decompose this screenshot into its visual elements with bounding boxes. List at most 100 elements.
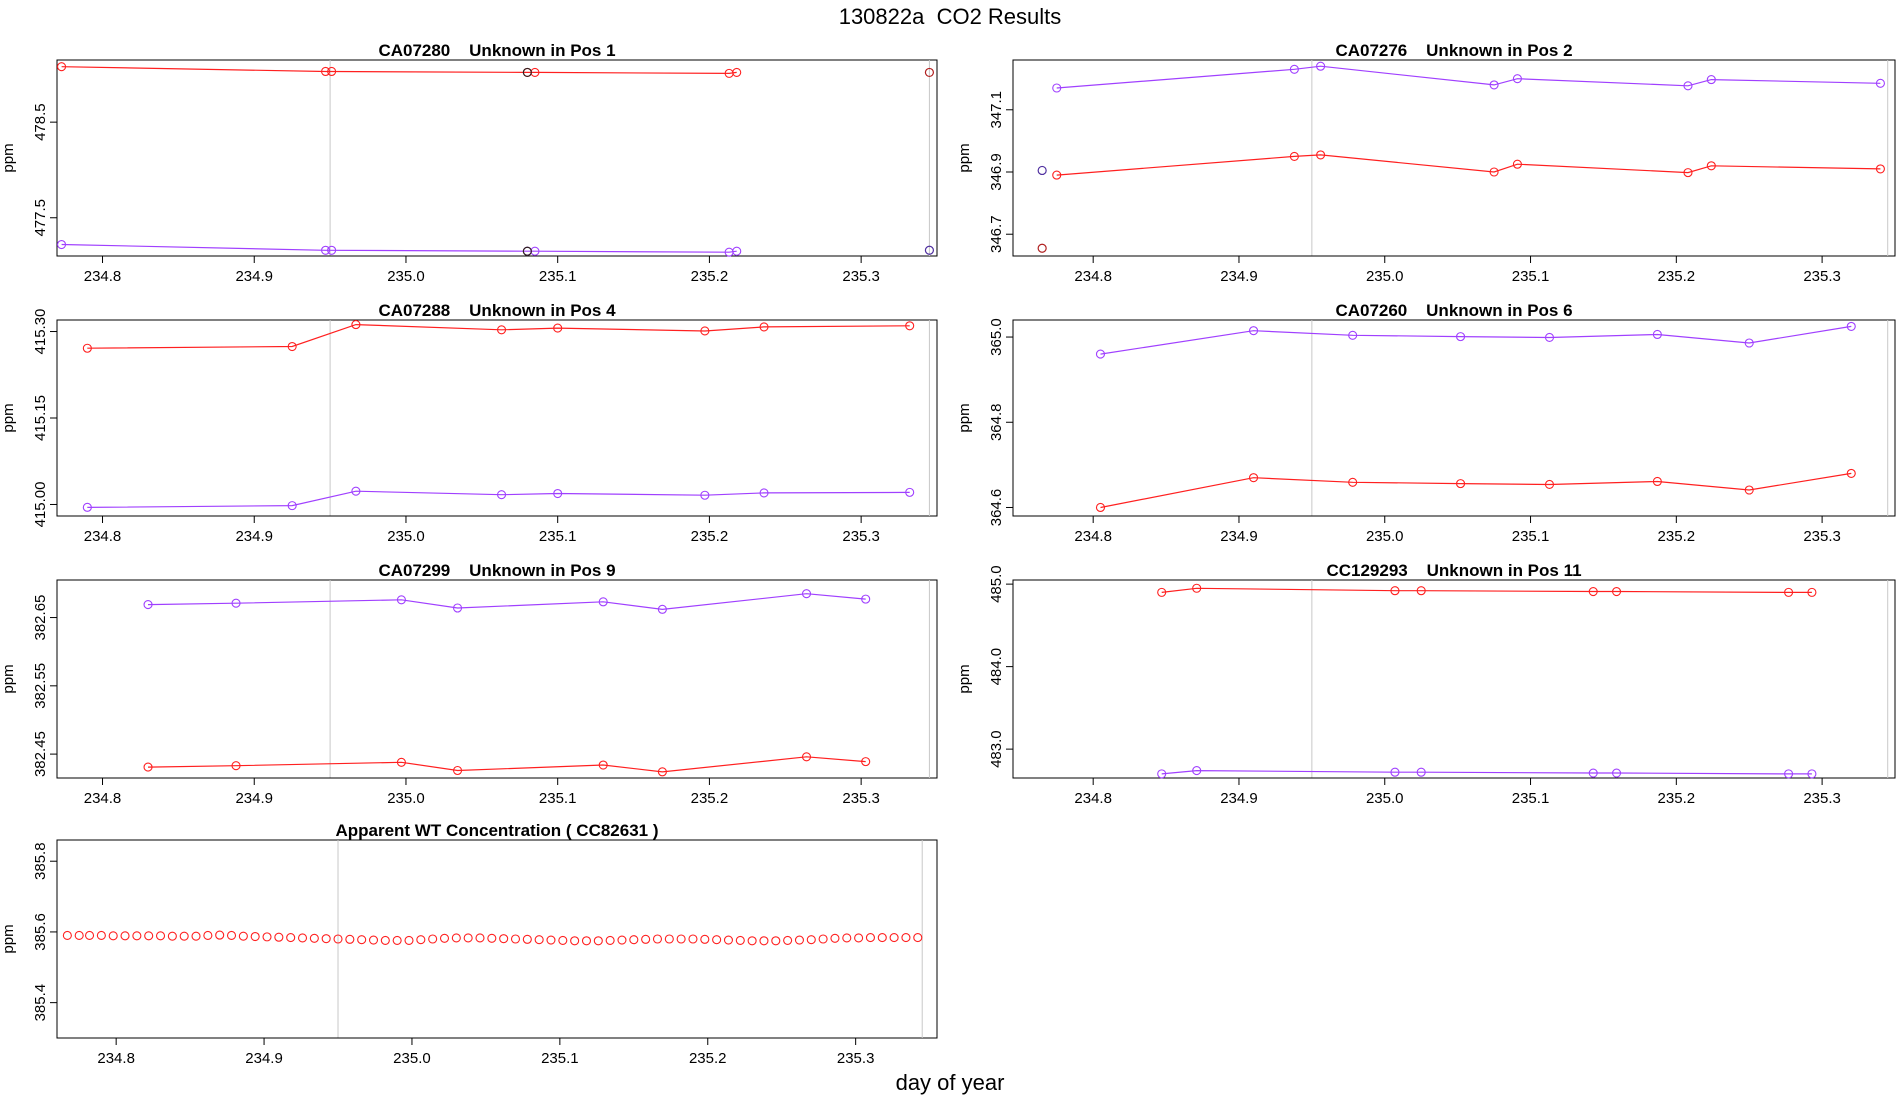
x-tick-label: 235.2: [1658, 790, 1696, 807]
data-point: [700, 490, 710, 500]
data-point: [309, 933, 319, 943]
data-point: [215, 930, 225, 940]
data-point: [1348, 477, 1358, 487]
series-line: [1100, 325, 1852, 355]
data-point: [262, 932, 272, 942]
data-point: [688, 934, 698, 944]
panel-title: CA07280 Unknown in Pos 1: [378, 41, 615, 60]
x-tick-label: 234.8: [84, 268, 122, 285]
data-point: [404, 935, 414, 945]
x-tick-label: 235.3: [842, 528, 880, 545]
data-point: [1157, 769, 1167, 779]
data-point: [617, 935, 627, 945]
series-purple: [57, 239, 742, 257]
data-point: [1390, 767, 1400, 777]
data-point: [327, 245, 337, 255]
data-point: [238, 931, 248, 941]
series-red: [82, 320, 915, 353]
data-point: [392, 935, 402, 945]
y-tick-label: 415.15: [32, 395, 49, 441]
data-point: [57, 62, 67, 72]
data-point: [1706, 161, 1716, 171]
x-tick-label: 235.2: [1658, 268, 1696, 285]
data-point: [1683, 81, 1693, 91]
x-tick-label: 235.1: [1512, 268, 1550, 285]
y-tick-label: 385.8: [32, 842, 49, 880]
data-point: [451, 933, 461, 943]
data-point: [1192, 766, 1202, 776]
y-tick-label: 382.45: [32, 731, 49, 777]
series-purple: [82, 486, 915, 512]
x-tick-label: 235.0: [1366, 268, 1404, 285]
x-tick-label: 235.2: [689, 1050, 727, 1067]
data-point: [144, 931, 154, 941]
series-purple: [143, 589, 871, 614]
data-point: [641, 934, 651, 944]
data-point: [1744, 338, 1754, 348]
plot-frame: [56, 579, 938, 779]
y-tick-label: 365.0: [988, 318, 1005, 356]
data-point: [191, 931, 201, 941]
panel-title: CA07299 Unknown in Pos 9: [378, 561, 615, 580]
data-point: [108, 931, 118, 941]
data-point: [132, 931, 142, 941]
data-point: [1875, 164, 1885, 174]
data-point: [732, 67, 742, 77]
x-tick-label: 234.8: [1074, 528, 1112, 545]
panel-title: CA07288 Unknown in Pos 4: [378, 301, 616, 320]
x-tick-label: 235.1: [539, 268, 577, 285]
series-line: [1161, 769, 1812, 775]
panel-7: Apparent WT Concentration ( CC82631 ) 234…: [0, 821, 938, 1067]
data-point: [901, 933, 911, 943]
data-point: [712, 935, 722, 945]
x-tick-label: 235.1: [539, 528, 577, 545]
y-tick-label: 382.55: [32, 663, 49, 709]
series-purple: [1052, 61, 1885, 93]
series-purple: [1157, 766, 1817, 779]
data-point: [759, 936, 769, 946]
data-point: [274, 932, 284, 942]
data-point: [1192, 583, 1202, 593]
y-tick-label: 385.4: [32, 984, 49, 1022]
x-tick-label: 234.9: [235, 528, 273, 545]
extra-point: [522, 246, 532, 256]
extra-point: [924, 245, 935, 255]
x-tick-label: 235.2: [691, 268, 729, 285]
data-point: [657, 767, 667, 777]
y-tick-label: 484.0: [988, 648, 1005, 686]
series-line: [61, 243, 737, 253]
data-point: [854, 933, 864, 943]
series-red: [1157, 583, 1817, 597]
x-tick-label: 235.3: [842, 790, 880, 807]
series-red: [1095, 468, 1856, 513]
data-point: [463, 933, 473, 943]
x-tick-label: 235.1: [1512, 790, 1550, 807]
data-point: [287, 341, 297, 352]
data-point: [167, 931, 177, 941]
data-point: [475, 933, 485, 943]
data-point: [1095, 502, 1106, 513]
x-tick-label: 235.2: [1658, 528, 1696, 545]
data-point: [179, 931, 189, 941]
x-tick-label: 234.9: [1220, 528, 1258, 545]
series-line: [1056, 154, 1881, 176]
series-line: [1056, 65, 1881, 89]
x-tick-label: 234.9: [235, 790, 273, 807]
data-point: [297, 933, 308, 943]
x-tick-label: 235.1: [541, 1050, 579, 1067]
y-tick-label: 385.6: [32, 913, 49, 951]
data-point: [250, 931, 260, 942]
series-line: [87, 490, 910, 508]
series-line: [87, 323, 910, 349]
data-point: [801, 589, 812, 599]
data-point: [861, 594, 871, 604]
data-point: [499, 934, 509, 944]
data-point: [143, 762, 153, 772]
data-point: [203, 930, 213, 941]
data-point: [396, 757, 406, 767]
data-point: [1875, 78, 1885, 88]
data-point: [657, 604, 667, 614]
data-point: [84, 930, 95, 941]
data-point: [428, 934, 438, 944]
data-point: [652, 934, 663, 944]
